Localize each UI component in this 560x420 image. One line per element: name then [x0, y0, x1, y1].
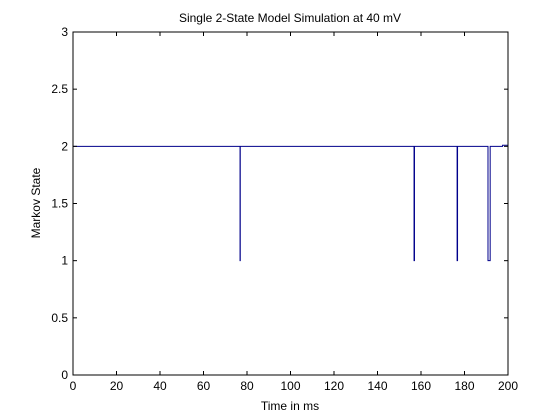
plot-area	[73, 32, 508, 375]
axes-background	[73, 32, 508, 375]
y-tick-label: 1.5	[51, 197, 68, 211]
x-tick-label: 160	[411, 379, 431, 393]
x-tick-label: 100	[280, 379, 300, 393]
x-tick-label: 120	[324, 379, 344, 393]
x-axis-label: Time in ms	[261, 399, 319, 413]
x-tick-label: 180	[454, 379, 474, 393]
series-layer	[73, 144, 508, 262]
series-line-0	[73, 144, 508, 262]
x-tick-label: 200	[498, 379, 518, 393]
y-tick-label: 0	[61, 368, 68, 382]
chart-title: Single 2-State Model Simulation at 40 mV	[179, 11, 401, 25]
x-tick-label: 0	[70, 379, 77, 393]
y-tick-label: 1	[61, 254, 68, 268]
ticks-layer: 0 20 40 60 80 100 120 140 160 180 200 0 0.5 1 1.5 2 2.5 3	[51, 25, 518, 393]
y-axis-label: Markov State	[29, 167, 43, 238]
x-tick-label: 80	[240, 379, 254, 393]
y-tick-label: 0.5	[51, 311, 68, 325]
y-tick-label: 2.5	[51, 82, 68, 96]
y-tick-label: 2	[61, 139, 68, 153]
x-tick-label: 20	[110, 379, 124, 393]
x-tick-label: 40	[153, 379, 167, 393]
y-tick-label: 3	[61, 25, 68, 39]
x-tick-label: 60	[197, 379, 211, 393]
x-tick-label: 140	[367, 379, 387, 393]
